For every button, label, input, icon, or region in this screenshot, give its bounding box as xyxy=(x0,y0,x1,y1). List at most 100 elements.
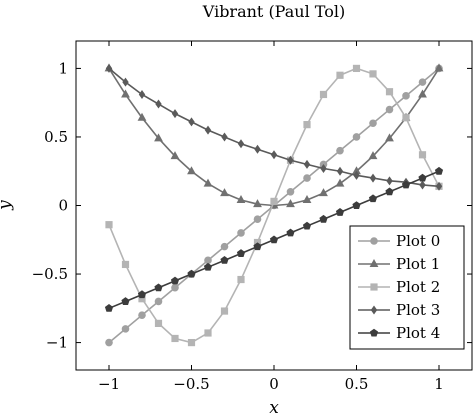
data-point-plot-0 xyxy=(286,187,295,196)
data-point-plot-3 xyxy=(419,180,426,190)
data-point-plot-1 xyxy=(286,199,295,208)
data-point-plot-1 xyxy=(137,112,147,121)
data-point-plot-4 xyxy=(286,228,295,237)
data-point-plot-2 xyxy=(319,90,328,99)
y-tick-label: −0.5 xyxy=(32,265,68,283)
data-point-plot-3 xyxy=(171,109,179,119)
data-point-plot-4 xyxy=(236,249,246,257)
x-tick-label: −1 xyxy=(98,375,120,393)
data-point-plot-0 xyxy=(385,105,394,114)
legend-label-plot-3: Plot 3 xyxy=(396,301,440,319)
data-point-plot-3 xyxy=(122,77,129,87)
data-point-plot-3 xyxy=(287,155,294,165)
data-point-plot-3 xyxy=(386,176,393,186)
x-axis-label: x xyxy=(269,398,279,415)
data-point-plot-3 xyxy=(435,181,443,191)
data-point-plot-0 xyxy=(237,229,245,237)
data-point-plot-1 xyxy=(352,166,361,175)
legend-label-plot-2: Plot 2 xyxy=(396,278,440,296)
chart-title: Vibrant (Paul Tol) xyxy=(202,2,345,21)
data-point-plot-2 xyxy=(220,307,229,315)
data-point-plot-2 xyxy=(369,70,377,78)
data-point-plot-0 xyxy=(138,311,146,319)
data-point-plot-2 xyxy=(204,329,212,337)
data-point-plot-4 xyxy=(203,262,213,271)
data-point-plot-3 xyxy=(336,166,344,176)
y-tick-label: 0.5 xyxy=(44,128,68,146)
data-point-plot-4 xyxy=(385,187,394,196)
data-point-plot-3 xyxy=(270,150,278,160)
data-point-plot-0 xyxy=(402,92,410,100)
legend-marker-plot-3 xyxy=(370,305,378,315)
x-tick-label: 1 xyxy=(434,375,444,393)
data-point-plot-1 xyxy=(170,151,180,160)
plot-frame xyxy=(75,40,473,371)
data-point-plot-1 xyxy=(253,199,262,208)
data-point-plot-1 xyxy=(121,89,130,98)
data-point-plot-3 xyxy=(320,163,327,173)
series-layer xyxy=(104,63,444,347)
data-point-plot-3 xyxy=(155,99,162,109)
data-point-plot-4 xyxy=(319,214,328,223)
data-point-plot-4 xyxy=(269,235,279,244)
data-point-plot-4 xyxy=(104,304,114,312)
data-point-plot-1 xyxy=(319,188,328,197)
data-point-plot-4 xyxy=(434,166,444,175)
data-point-plot-4 xyxy=(253,242,262,251)
data-point-plot-3 xyxy=(254,144,261,154)
data-point-plot-1 xyxy=(418,89,427,98)
data-point-plot-2 xyxy=(270,197,278,205)
data-point-plot-3 xyxy=(221,132,228,142)
legend-label-plot-4: Plot 4 xyxy=(396,324,440,342)
data-point-plot-1 xyxy=(154,133,163,142)
y-tick-label: −1 xyxy=(46,334,68,352)
data-point-plot-2 xyxy=(237,275,245,284)
data-point-plot-4 xyxy=(302,221,312,230)
data-point-plot-0 xyxy=(220,242,229,251)
legend-marker-plot-0 xyxy=(370,237,378,245)
data-point-plot-4 xyxy=(368,194,378,203)
data-point-plot-3 xyxy=(188,117,195,127)
data-point-plot-3 xyxy=(369,173,377,183)
data-point-plot-0 xyxy=(303,174,311,182)
data-point-plot-0 xyxy=(336,146,344,155)
y-axis-label: y xyxy=(0,200,15,211)
data-point-plot-2 xyxy=(352,64,361,73)
data-point-plot-3 xyxy=(237,139,245,149)
data-point-plot-1 xyxy=(335,178,345,187)
data-point-plot-0 xyxy=(352,133,361,141)
data-point-plot-4 xyxy=(121,297,130,305)
data-point-plot-0 xyxy=(418,78,427,86)
legend-marker-plot-2 xyxy=(370,283,378,291)
data-point-plot-4 xyxy=(137,290,147,299)
data-point-plot-4 xyxy=(154,283,163,292)
legend-label-plot-0: Plot 0 xyxy=(396,232,440,250)
y-tick-label: 0 xyxy=(58,197,68,215)
data-point-plot-4 xyxy=(401,180,411,189)
series-plot-1 xyxy=(104,63,444,209)
data-point-plot-2 xyxy=(154,319,163,327)
x-tick-label: −0.5 xyxy=(173,375,209,393)
data-point-plot-3 xyxy=(105,63,113,73)
data-point-plot-2 xyxy=(336,71,344,79)
data-point-plot-2 xyxy=(105,221,113,229)
data-point-plot-4 xyxy=(335,208,345,216)
series-plot-4 xyxy=(104,166,444,312)
data-point-plot-4 xyxy=(418,173,427,182)
data-point-plot-0 xyxy=(171,283,179,292)
data-point-plot-3 xyxy=(353,170,360,180)
data-point-plot-2 xyxy=(138,295,146,303)
legend: Plot 0 Plot 1 Plot 2 Plot 3 Plot 4 xyxy=(349,225,465,350)
data-point-plot-1 xyxy=(385,133,394,142)
data-point-plot-0 xyxy=(369,119,377,128)
data-point-plot-2 xyxy=(385,88,394,96)
data-point-plot-4 xyxy=(170,276,180,285)
data-point-plot-2 xyxy=(303,121,311,129)
legend-marker-plot-4 xyxy=(369,328,379,337)
data-point-plot-2 xyxy=(121,260,130,269)
data-point-plot-2 xyxy=(402,114,410,122)
data-point-plot-2 xyxy=(187,338,196,347)
data-point-plot-1 xyxy=(434,63,444,72)
data-point-plot-0 xyxy=(105,338,113,347)
